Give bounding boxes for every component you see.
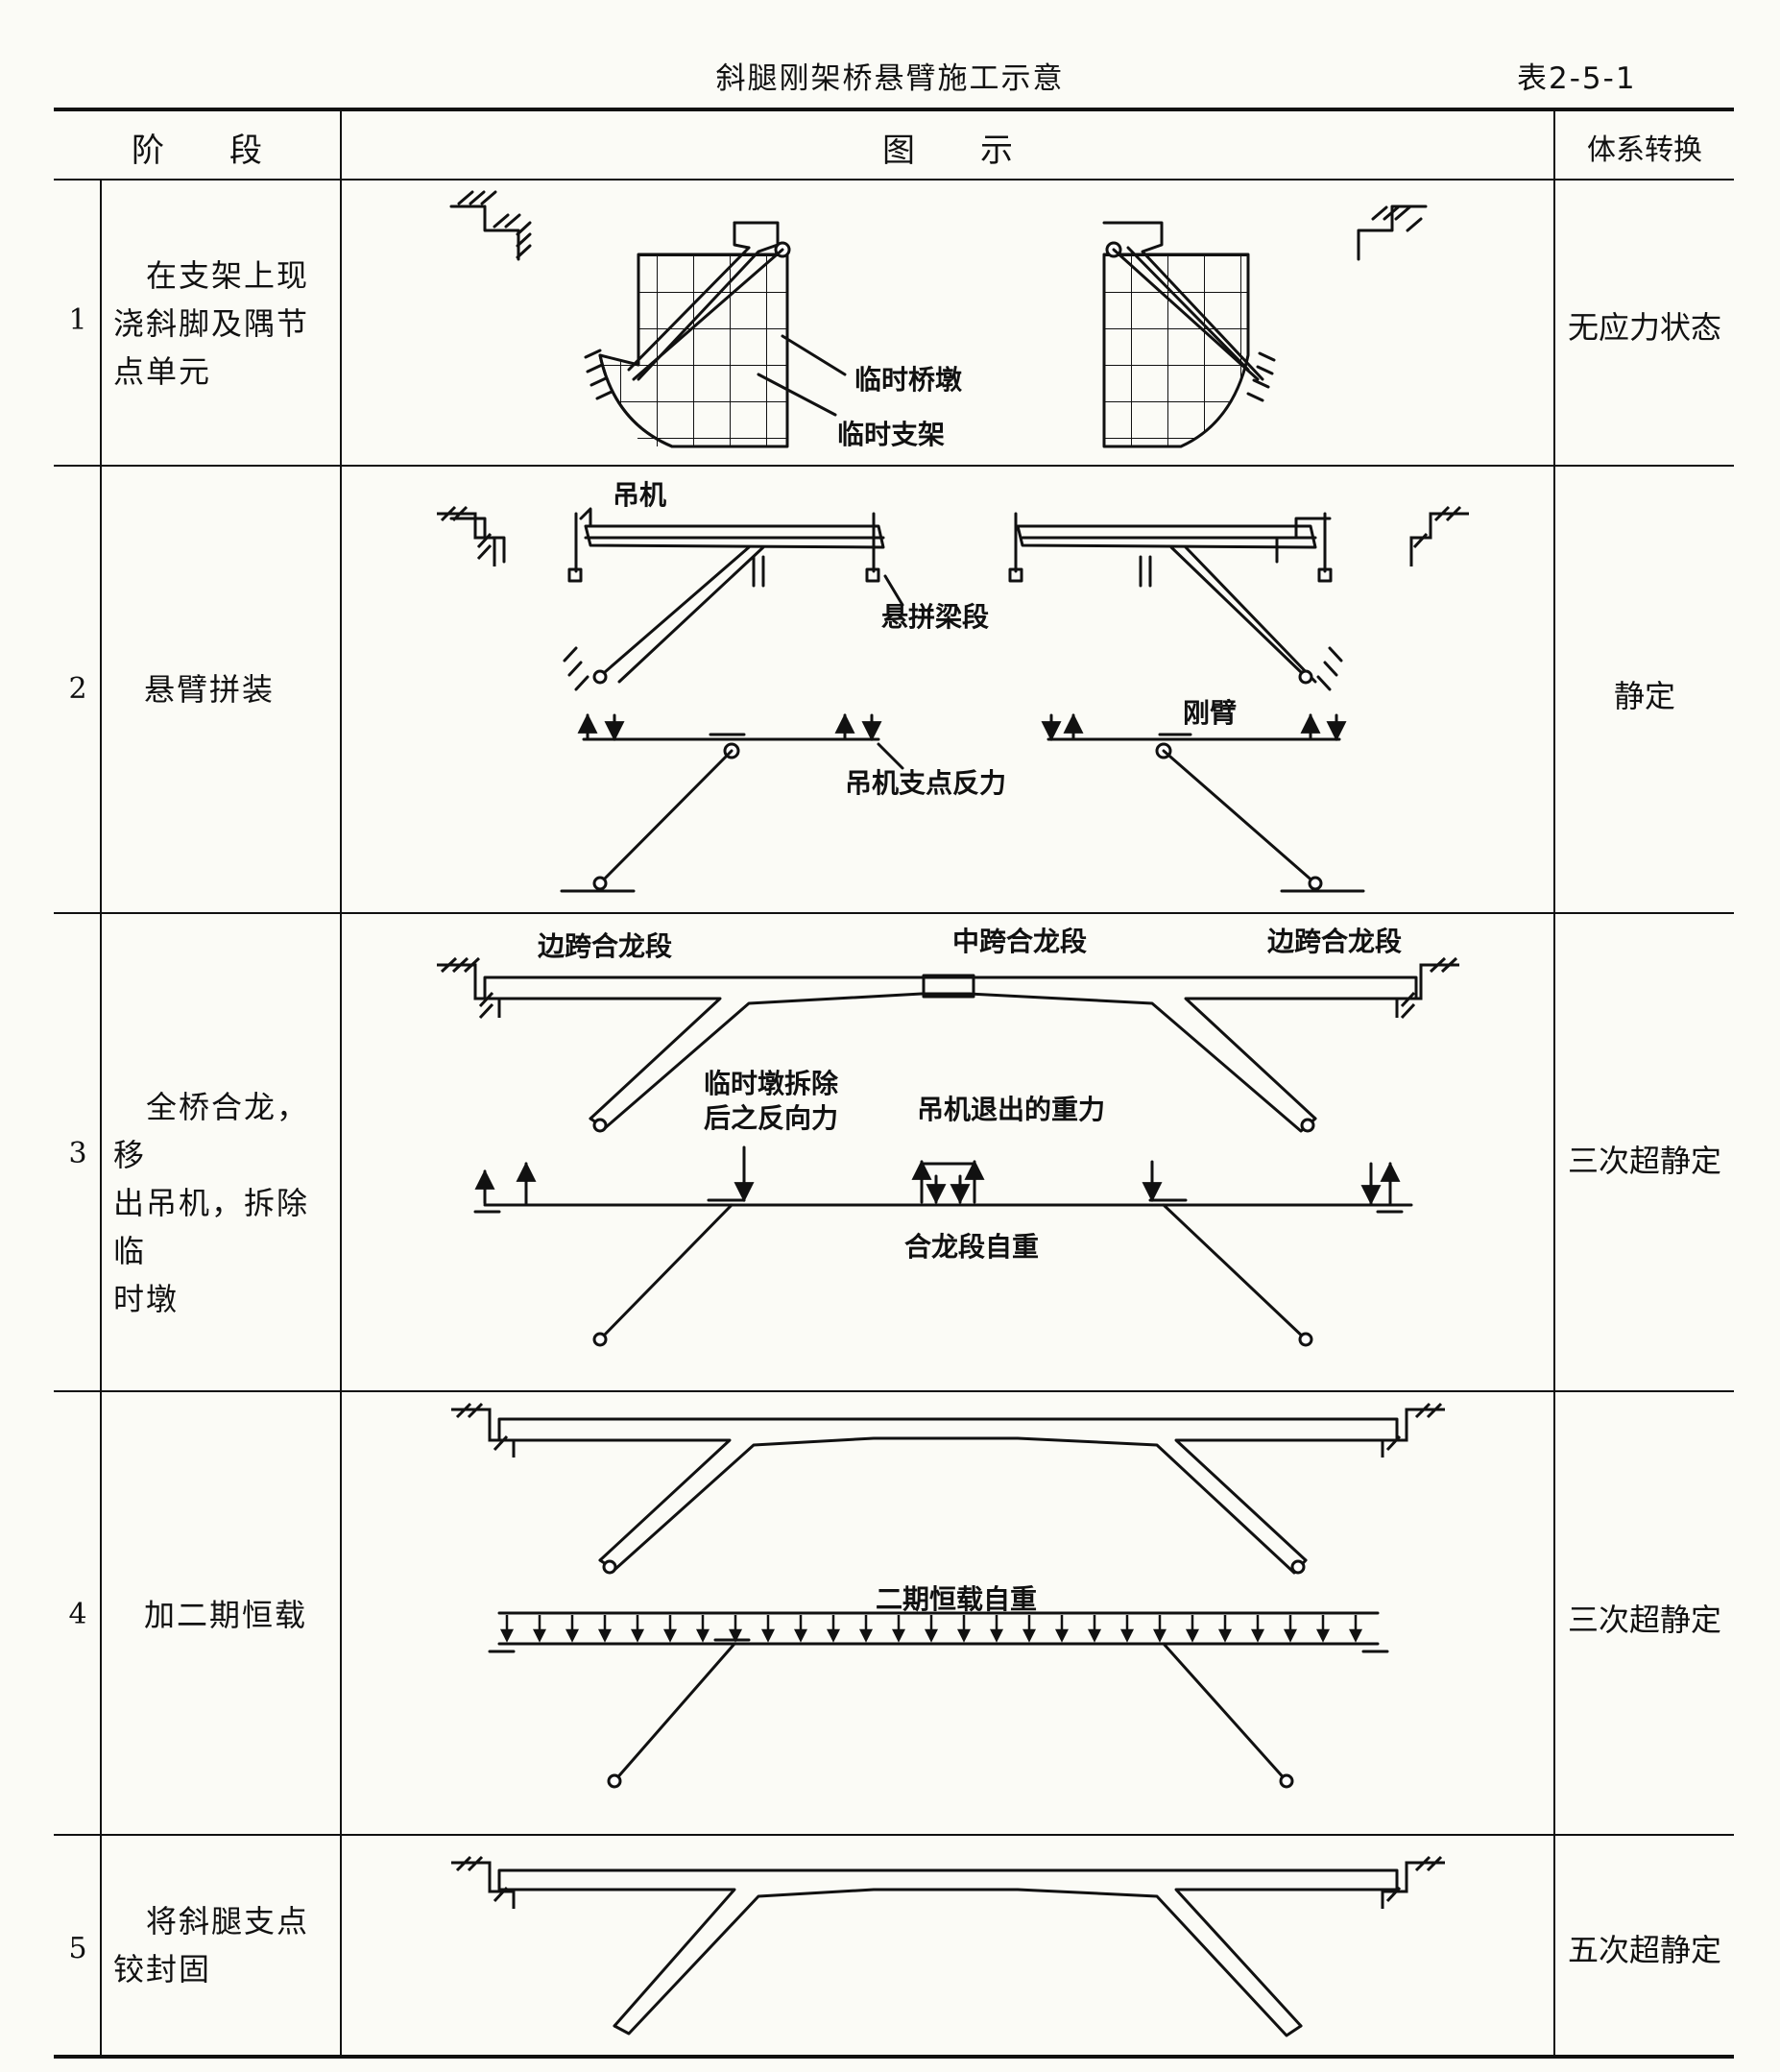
row-4-number: 4	[68, 1598, 87, 1631]
load-arrow-head	[1185, 1628, 1200, 1643]
label-side-closure-left: 边跨合龙段	[538, 930, 672, 962]
row-1-left-unit	[449, 190, 791, 448]
abutment-hatches	[437, 505, 1469, 1909]
load-arrow-head	[1087, 1628, 1102, 1643]
label-side-closure-right: 边跨合龙段	[1267, 926, 1402, 957]
row-rule-4	[54, 1834, 1734, 1836]
load-arrow-head	[956, 1628, 972, 1643]
load-arrow-head	[1022, 1628, 1037, 1643]
load-arrow-head	[1250, 1628, 1265, 1643]
label-crane-withdrawal: 吊机退出的重力	[917, 1094, 1105, 1125]
row-2-stage-line: 悬臂拼装	[144, 671, 276, 708]
load-arrow-head	[1283, 1628, 1298, 1643]
header-rule	[54, 179, 1734, 181]
row-4-stage-line: 加二期恒载	[144, 1597, 308, 1633]
dead-load-arrows	[499, 1615, 1363, 1643]
row-5-stage-line: 将斜腿支点	[113, 1903, 310, 1939]
label-temporary-support: 临时支架	[837, 419, 945, 450]
load-arrow-head	[793, 1628, 808, 1643]
row-4-bridge	[488, 1417, 1399, 1789]
load-arrow-head	[565, 1628, 580, 1643]
row-3-full-bridge	[473, 974, 1418, 1347]
load-arrow-head	[662, 1628, 678, 1643]
row-1-number: 1	[68, 303, 87, 337]
load-arrow-head	[760, 1628, 776, 1643]
row-1-right-unit	[1102, 205, 1428, 448]
label-temporary-pier: 临时桥墩	[854, 364, 963, 396]
table-number: 表2-5-1	[1517, 61, 1637, 96]
label-pier-removal-1: 临时墩拆除	[704, 1068, 839, 1099]
load-arrow-head	[826, 1628, 841, 1643]
row-1-stage-line: 浇斜脚及隅节	[113, 305, 310, 342]
load-arrow-head	[728, 1628, 743, 1643]
row-rule-2	[54, 912, 1734, 914]
row-3-stage-line: 时墩	[113, 1281, 180, 1317]
row-3-stage-line: 出吊机，拆除临	[113, 1185, 310, 1269]
load-arrow-head	[630, 1628, 645, 1643]
row-3-stage-line: 全桥合龙，移	[113, 1089, 310, 1173]
header-figure: 图 示	[882, 132, 1013, 170]
row-2-left-cantilever	[449, 507, 885, 893]
load-arrow-head	[532, 1628, 547, 1643]
top-rule	[54, 108, 1734, 111]
label-secondary-dead-load: 二期恒载自重	[876, 1583, 1037, 1615]
row-4-stage: 加二期恒载	[144, 1591, 365, 1639]
row-1-stage-line: 点单元	[113, 353, 212, 390]
table-title: 斜腿刚架桥悬臂施工示意	[715, 61, 1065, 96]
row-3-number: 3	[68, 1137, 87, 1170]
label-cantilever-segment: 悬拼梁段	[881, 601, 989, 633]
row-1-stage-line: 在支架上现	[113, 257, 310, 294]
load-arrow-head	[891, 1628, 906, 1643]
row-rule-3	[54, 1390, 1734, 1392]
label-mid-closure: 中跨合龙段	[952, 926, 1087, 957]
row-5-number: 5	[68, 1932, 87, 1965]
row-rule-1	[54, 465, 1734, 467]
row-4-system: 三次超静定	[1567, 1602, 1721, 1638]
load-arrow-head	[1054, 1628, 1070, 1643]
load-arrow-head	[1315, 1628, 1331, 1643]
row-1-system: 无应力状态	[1567, 309, 1721, 346]
load-arrow-head	[1119, 1628, 1135, 1643]
col-rule-num	[100, 181, 102, 2055]
header-system: 体系转换	[1587, 133, 1702, 167]
label-closure-weight: 合龙段自重	[904, 1231, 1039, 1263]
row-1-stage: 在支架上现 浇斜脚及隅节 点单元	[113, 252, 334, 396]
header-stage: 阶 段	[132, 132, 262, 170]
row-5-bridge	[497, 1868, 1399, 2037]
col-rule-stage	[340, 109, 342, 2055]
label-crane: 吊机	[613, 479, 666, 511]
load-arrow-head	[1217, 1628, 1233, 1643]
row-3-stage: 全桥合龙，移 出吊机，拆除临 时墩	[113, 1083, 334, 1323]
load-arrow-head	[989, 1628, 1004, 1643]
label-rigid-arm: 刚臂	[1183, 697, 1237, 729]
row-2-number: 2	[68, 672, 87, 706]
row-5-stage-line: 铰封固	[113, 1951, 212, 1988]
row-3-system: 三次超静定	[1567, 1143, 1721, 1179]
load-arrow-head	[1348, 1628, 1363, 1643]
load-arrow-head	[924, 1628, 939, 1643]
bottom-rule	[54, 2055, 1734, 2059]
load-arrow-head	[499, 1628, 515, 1643]
col-rule-system	[1553, 109, 1555, 2055]
row-2-right-cantilever	[1008, 512, 1365, 893]
load-arrow-head	[1152, 1628, 1167, 1643]
load-arrow-head	[695, 1628, 710, 1643]
label-crane-reaction: 吊机支点反力	[845, 767, 1006, 799]
load-arrow-head	[858, 1628, 874, 1643]
row-5-stage: 将斜腿支点 铰封固	[113, 1897, 334, 1993]
row-5-system: 五次超静定	[1567, 1932, 1721, 1968]
row-2-stage: 悬臂拼装	[144, 665, 365, 713]
label-pier-removal-2: 后之反向力	[704, 1102, 838, 1134]
row-2-system: 静定	[1613, 678, 1675, 714]
load-arrow-head	[597, 1628, 613, 1643]
